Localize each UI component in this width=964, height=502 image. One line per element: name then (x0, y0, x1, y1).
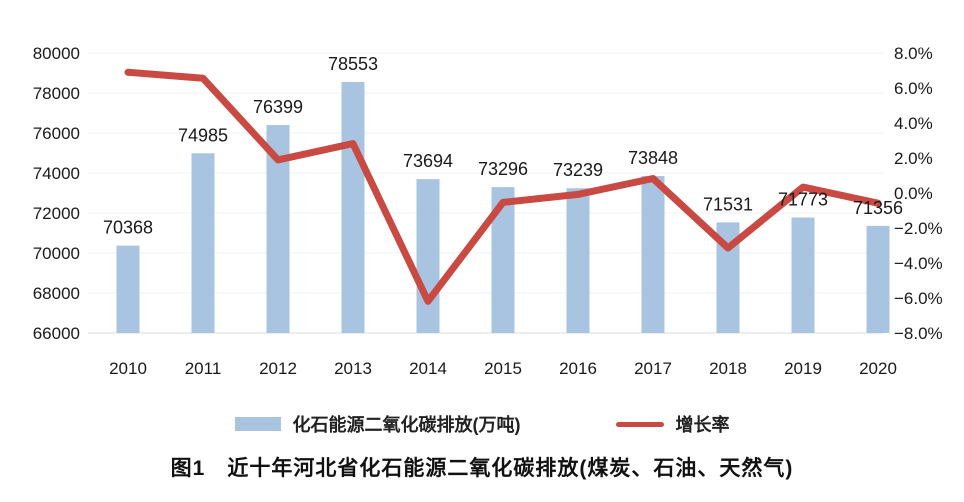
right-axis-tick-label: 0.0% (894, 184, 933, 203)
bar-value-label-2018: 71531 (703, 194, 753, 214)
bar-series-swatch (234, 417, 281, 431)
x-axis-label-2019: 2019 (784, 359, 822, 378)
legend: 化石能源二氧化碳排放(万吨) 增长率 (0, 408, 964, 440)
bar-value-label-2020: 71356 (853, 198, 903, 218)
left-axis-tick-label: 70000 (33, 244, 80, 263)
left-axis-tick-label: 76000 (33, 124, 80, 143)
bar-2020 (866, 225, 890, 333)
bar-2018 (716, 222, 740, 333)
x-axis-label-2018: 2018 (709, 359, 747, 378)
x-axis-label-2020: 2020 (859, 359, 897, 378)
x-axis-label-2010: 2010 (109, 359, 147, 378)
right-axis-tick-label: −2.0% (894, 219, 943, 238)
x-axis-label-2016: 2016 (559, 359, 597, 378)
bar-value-label-2019: 71773 (778, 190, 828, 210)
figure-caption: 图1 近十年河北省化石能源二氧化碳排放(煤炭、石油、天然气) (170, 457, 794, 480)
bar-2011 (191, 153, 215, 333)
bar-2016 (566, 188, 590, 333)
bar-2010 (116, 245, 140, 333)
left-axis-tick-label: 80000 (33, 44, 80, 63)
bar-value-label-2015: 73296 (478, 159, 528, 179)
bar-value-label-2010: 70368 (103, 218, 153, 238)
bar-2019 (791, 217, 815, 333)
left-axis-tick-label: 72000 (33, 204, 80, 223)
right-axis-tick-label: −8.0% (894, 324, 943, 343)
x-axis-label-2017: 2017 (634, 359, 672, 378)
x-axis-label-2013: 2013 (334, 359, 372, 378)
growth-rate-line (124, 68, 882, 305)
right-axis-tick-label: 6.0% (894, 79, 933, 98)
bar-value-label-2014: 73694 (403, 151, 453, 171)
right-axis-tick-label: 4.0% (894, 114, 933, 133)
right-axis-tick-label: −6.0% (894, 289, 943, 308)
bar-2015 (491, 187, 515, 333)
bar-value-label-2012: 76399 (253, 97, 303, 117)
left-axis-tick-label: 78000 (33, 84, 80, 103)
right-axis-tick-label: 8.0% (894, 44, 933, 63)
x-axis-label-2015: 2015 (484, 359, 522, 378)
legend-item-emissions: 化石能源二氧化碳排放(万吨) (234, 411, 521, 437)
right-axis-tick-label: −4.0% (894, 254, 943, 273)
bar-2014 (416, 179, 440, 333)
bar-value-label-2017: 73848 (628, 148, 678, 168)
bar-series-label: 化石能源二氧化碳排放(万吨) (292, 415, 521, 435)
bar-2017 (641, 176, 665, 333)
x-axis-label-2014: 2014 (409, 359, 447, 378)
left-axis-tick-label: 66000 (33, 324, 80, 343)
right-axis-tick-label: 2.0% (894, 149, 933, 168)
legend-item-growth-rate: 增长率 (615, 411, 730, 437)
bar-value-label-2016: 73239 (553, 160, 603, 180)
combo-chart: 80000 78000 76000 74000 72000 70000 68000 66000… (33, 44, 943, 378)
x-axis-label-2012: 2012 (259, 359, 297, 378)
line-series-label: 增长率 (675, 415, 730, 435)
left-axis-tick-label: 74000 (33, 164, 80, 183)
left-axis-tick-label: 68000 (33, 284, 80, 303)
bar-value-label-2013: 78553 (328, 54, 378, 74)
bar-2012 (266, 125, 290, 334)
line-series-swatch (615, 421, 664, 427)
bar-value-label-2011: 74985 (178, 125, 228, 145)
x-axis-label-2011: 2011 (185, 359, 222, 378)
bar-2013 (341, 81, 365, 333)
